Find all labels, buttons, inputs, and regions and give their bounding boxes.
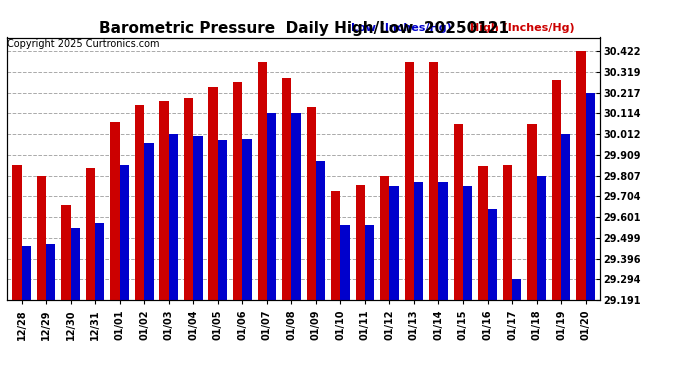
Bar <box>282 78 291 300</box>
Bar <box>316 161 325 300</box>
Bar <box>110 122 119 300</box>
Bar <box>488 209 497 300</box>
Bar <box>208 87 218 300</box>
Bar <box>478 166 488 300</box>
Title: Barometric Pressure  Daily High/Low  20250121: Barometric Pressure Daily High/Low 20250… <box>99 21 509 36</box>
Bar <box>135 105 144 300</box>
Bar <box>159 100 169 300</box>
Bar <box>512 279 522 300</box>
Bar <box>365 225 374 300</box>
Bar <box>267 114 276 300</box>
Bar <box>537 176 546 300</box>
Bar <box>355 184 365 300</box>
Bar <box>37 176 46 300</box>
Bar <box>61 205 70 300</box>
Bar <box>46 244 55 300</box>
Bar <box>306 107 316 300</box>
Bar <box>169 134 178 300</box>
Bar <box>193 136 203 300</box>
Bar <box>21 246 31 300</box>
Bar <box>414 182 423 300</box>
Bar <box>576 51 586 300</box>
Bar <box>429 62 438 300</box>
Bar <box>331 192 340 300</box>
Bar <box>119 165 129 300</box>
Bar <box>389 186 399 300</box>
Bar <box>95 224 104 300</box>
Bar <box>86 168 95 300</box>
Text: Copyright 2025 Curtronics.com: Copyright 2025 Curtronics.com <box>7 39 159 50</box>
Bar <box>70 228 80 300</box>
Bar <box>291 114 301 300</box>
Bar <box>184 98 193 300</box>
Bar <box>527 124 537 300</box>
Bar <box>561 134 571 300</box>
Text: Low (Inches/Hg): Low (Inches/Hg) <box>351 23 452 33</box>
Bar <box>463 186 472 300</box>
Bar <box>586 93 595 300</box>
Bar <box>438 182 448 300</box>
Bar <box>552 80 561 300</box>
Bar <box>340 225 350 300</box>
Bar <box>218 140 227 300</box>
Bar <box>12 165 21 300</box>
Bar <box>233 82 242 300</box>
Bar <box>380 176 389 300</box>
Bar <box>503 165 512 300</box>
Bar <box>257 62 267 300</box>
Text: High (Inches/Hg): High (Inches/Hg) <box>470 23 574 33</box>
Bar <box>144 143 154 300</box>
Bar <box>242 139 252 300</box>
Bar <box>404 62 414 300</box>
Bar <box>453 124 463 300</box>
